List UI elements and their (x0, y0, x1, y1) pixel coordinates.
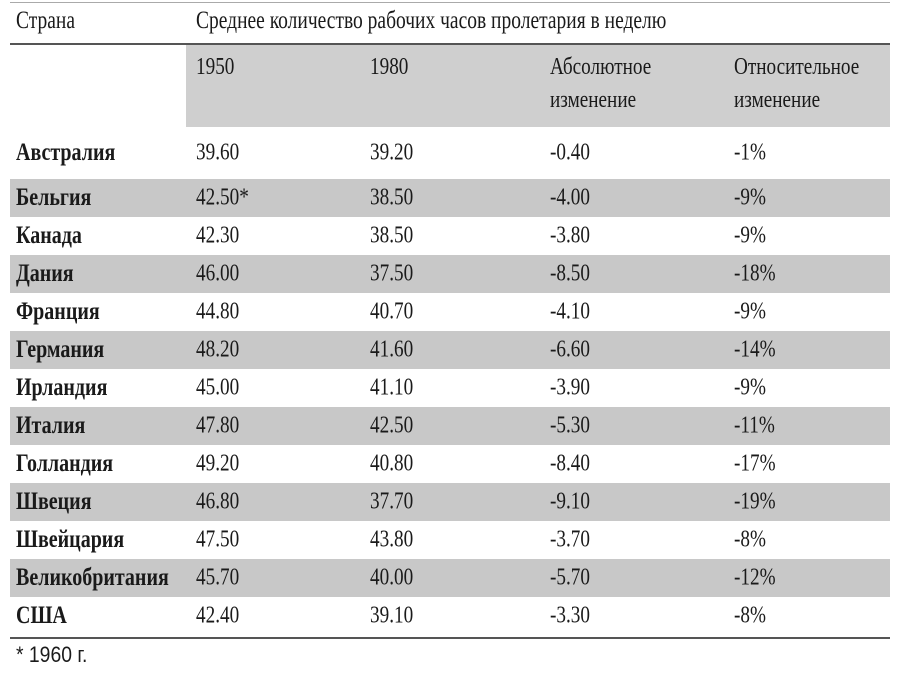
relative-change-cell: -18% (734, 260, 776, 287)
table-row: Австралия 39.60 39.20 -0.40 -1% (10, 127, 890, 179)
year-1980-header: 1980 (370, 54, 409, 80)
absolute-change-cell: -3.70 (550, 526, 590, 553)
table-row: США 42.40 39.10 -3.30 -8% (10, 597, 890, 635)
absolute-change-header-line2: изменение (550, 87, 637, 113)
relative-change-header-line1: Относительное (734, 54, 860, 80)
year-1950-cell: 47.80 (196, 412, 240, 439)
year-1980-cell: 37.50 (370, 260, 414, 287)
year-1980-cell: 37.70 (370, 488, 414, 515)
country-cell: Дания (16, 260, 74, 287)
year-1950-cell: 46.80 (196, 488, 240, 515)
year-1950-cell: 42.50* (196, 184, 249, 211)
year-1980-cell: 42.50 (370, 412, 414, 439)
footnote: * 1960 г. (16, 642, 88, 667)
year-1950-cell: 48.20 (196, 336, 240, 363)
relative-change-cell: -8% (734, 602, 766, 629)
year-1950-cell: 46.00 (196, 260, 240, 287)
absolute-change-header: Абсолютное изменение (550, 51, 651, 117)
absolute-change-cell: -5.70 (550, 564, 590, 591)
country-cell: США (16, 602, 67, 629)
table-row: Германия 48.20 41.60 -6.60 -14% (10, 331, 890, 369)
year-1950-cell: 39.60 (196, 139, 240, 166)
year-1980-cell: 40.00 (370, 564, 414, 591)
year-1950-header: 1950 (196, 54, 235, 80)
country-cell: Великобритания (16, 564, 169, 591)
table-row: Великобритания 45.70 40.00 -5.70 -12% (10, 559, 890, 597)
working-hours-table: Страна Среднее количество рабочих часов … (10, 2, 890, 639)
country-cell: Ирландия (16, 374, 108, 401)
absolute-change-cell: -0.40 (550, 139, 590, 166)
table-header-top: Страна Среднее количество рабочих часов … (10, 2, 890, 45)
year-1950-cell: 45.00 (196, 374, 240, 401)
relative-change-header: Относительное изменение (734, 51, 859, 117)
country-cell: Швеция (16, 488, 92, 515)
absolute-change-cell: -8.50 (550, 260, 590, 287)
table-row: Италия 47.80 42.50 -5.30 -11% (10, 407, 890, 445)
table-row: Голландия 49.20 40.80 -8.40 -17% (10, 445, 890, 483)
absolute-change-header-line1: Абсолютное (550, 54, 652, 80)
absolute-change-cell: -3.80 (550, 222, 590, 249)
country-cell: Голландия (16, 450, 114, 477)
relative-change-cell: -9% (734, 374, 766, 401)
relative-change-cell: -8% (734, 526, 766, 553)
year-1950-cell: 44.80 (196, 298, 240, 325)
year-1950-cell: 45.70 (196, 564, 240, 591)
absolute-change-cell: -5.30 (550, 412, 590, 439)
year-1950-cell: 42.40 (196, 602, 240, 629)
absolute-change-cell: -9.10 (550, 488, 590, 515)
country-cell: Италия (16, 412, 86, 439)
year-1980-cell: 41.60 (370, 336, 414, 363)
relative-change-cell: -14% (734, 336, 776, 363)
year-1980-cell: 39.10 (370, 602, 414, 629)
table-row: Швеция 46.80 37.70 -9.10 -19% (10, 483, 890, 521)
relative-change-cell: -1% (734, 139, 766, 166)
year-1950-cell: 47.50 (196, 526, 240, 553)
relative-change-cell: -9% (734, 184, 766, 211)
country-cell: Бельгия (16, 184, 92, 211)
absolute-change-cell: -3.30 (550, 602, 590, 629)
absolute-change-cell: -3.90 (550, 374, 590, 401)
year-1980-cell: 38.50 (370, 222, 414, 249)
table-row: Дания 46.00 37.50 -8.50 -18% (10, 255, 890, 293)
absolute-change-cell: -6.60 (550, 336, 590, 363)
country-cell: Германия (16, 336, 105, 363)
country-cell: Франция (16, 298, 100, 325)
table-bottom-rule (10, 637, 890, 639)
relative-change-header-line2: изменение (734, 87, 821, 113)
country-column-header: Страна (16, 7, 76, 34)
hours-group-header: Среднее количество рабочих часов пролета… (196, 7, 667, 34)
table-row: Ирландия 45.00 41.10 -3.90 -9% (10, 369, 890, 407)
relative-change-cell: -9% (734, 298, 766, 325)
country-cell: Швейцария (16, 526, 125, 553)
year-1980-cell: 41.10 (370, 374, 414, 401)
year-1980-cell: 40.70 (370, 298, 414, 325)
relative-change-cell: -9% (734, 222, 766, 249)
year-1980-cell: 40.80 (370, 450, 414, 477)
relative-change-cell: -17% (734, 450, 776, 477)
absolute-change-cell: -4.00 (550, 184, 590, 211)
table-row: Франция 44.80 40.70 -4.10 -9% (10, 293, 890, 331)
table-row: Швейцария 47.50 43.80 -3.70 -8% (10, 521, 890, 559)
table-row: Канада 42.30 38.50 -3.80 -9% (10, 217, 890, 255)
year-1980-cell: 38.50 (370, 184, 414, 211)
relative-change-cell: -19% (734, 488, 776, 515)
year-1980-cell: 39.20 (370, 139, 414, 166)
relative-change-cell: -11% (734, 412, 775, 439)
absolute-change-cell: -4.10 (550, 298, 590, 325)
year-1950-cell: 42.30 (196, 222, 240, 249)
table-row: Бельгия 42.50* 38.50 -4.00 -9% (10, 179, 890, 217)
year-1950-cell: 49.20 (196, 450, 240, 477)
table-subheader: 1950 1980 Абсолютное изменение Относител… (10, 45, 890, 127)
country-cell: Австралия (16, 139, 116, 166)
year-1980-cell: 43.80 (370, 526, 414, 553)
table-body: Австралия 39.60 39.20 -0.40 -1% Бельгия 42.50*… (10, 127, 890, 635)
country-cell: Канада (16, 222, 82, 249)
absolute-change-cell: -8.40 (550, 450, 590, 477)
subheader-shade (186, 45, 890, 127)
relative-change-cell: -12% (734, 564, 776, 591)
